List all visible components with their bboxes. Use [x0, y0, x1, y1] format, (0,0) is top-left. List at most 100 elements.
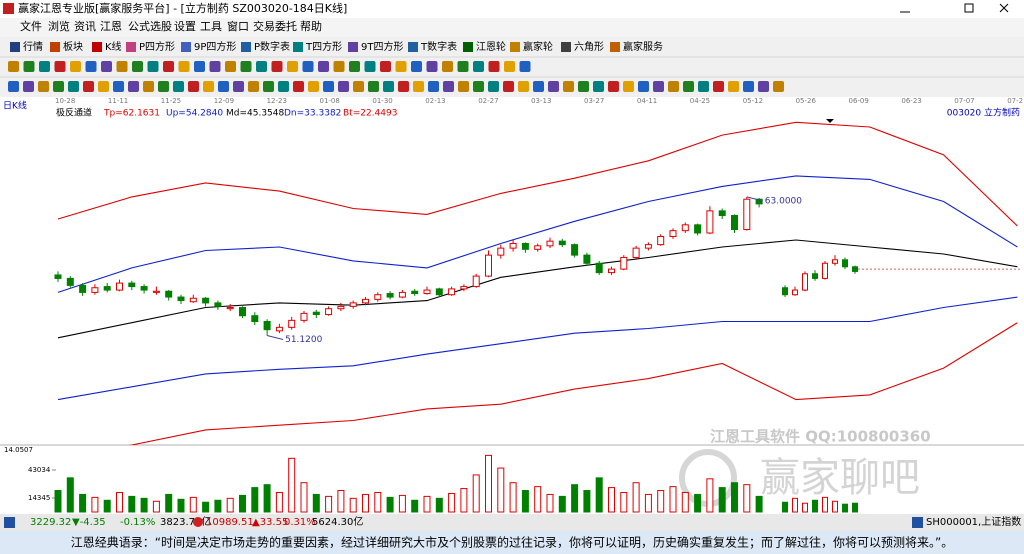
menu-item[interactable]: 窗口	[227, 19, 249, 33]
toolbar-icon[interactable]	[548, 81, 559, 92]
toolbar-icon[interactable]	[563, 81, 574, 92]
toolbar-icon[interactable]	[23, 81, 34, 92]
toolbar-icon[interactable]	[23, 61, 35, 72]
toolbar-button[interactable]: K线	[105, 40, 122, 53]
toolbar-icon[interactable]	[473, 61, 484, 72]
toolbar-icon[interactable]	[353, 81, 364, 92]
toolbar-icon[interactable]	[241, 42, 251, 52]
toolbar-icon[interactable]	[113, 81, 124, 92]
toolbar-icon[interactable]	[98, 81, 109, 92]
toolbar-icon[interactable]	[458, 81, 469, 92]
toolbar-icon[interactable]	[116, 61, 128, 72]
toolbar-icon[interactable]	[561, 42, 571, 52]
menu-item[interactable]: 工具	[200, 20, 222, 33]
toolbar-icon[interactable]	[380, 61, 391, 72]
toolbar-icon[interactable]	[510, 42, 520, 52]
toolbar-button[interactable]: 江恩轮	[476, 40, 506, 53]
toolbar-icon[interactable]	[443, 81, 454, 92]
toolbar-icon[interactable]	[143, 81, 154, 92]
close[interactable]	[999, 3, 1009, 13]
toolbar-icon[interactable]	[188, 81, 199, 92]
menu-item[interactable]: 江恩	[100, 20, 122, 33]
menu-item[interactable]: 帮助	[300, 19, 322, 33]
toolbar-icon[interactable]	[173, 81, 184, 92]
toolbar-icon[interactable]	[318, 61, 329, 72]
toolbar-button[interactable]: P四方形	[139, 40, 175, 53]
toolbar-icon[interactable]	[8, 61, 19, 72]
toolbar-icon[interactable]	[147, 61, 159, 72]
toolbar-icon[interactable]	[263, 81, 274, 92]
toolbar-icon[interactable]	[70, 61, 81, 72]
toolbar-icon[interactable]	[442, 61, 453, 72]
toolbar-icon[interactable]	[293, 81, 304, 92]
toolbar-icon[interactable]	[10, 42, 20, 52]
toolbar-icon[interactable]	[338, 81, 349, 92]
maximize[interactable]	[964, 3, 974, 13]
toolbar-icon[interactable]	[293, 42, 303, 52]
toolbar-icon[interactable]	[163, 61, 174, 72]
toolbar-icon[interactable]	[38, 81, 49, 92]
toolbar-icon[interactable]	[132, 61, 143, 72]
toolbar-icon[interactable]	[773, 81, 784, 92]
menu-item[interactable]: 交易委托	[253, 19, 297, 33]
toolbar-icon[interactable]	[348, 42, 358, 52]
toolbar-icon[interactable]	[256, 61, 267, 72]
toolbar-icon[interactable]	[728, 81, 739, 92]
menu-item[interactable]: 公式选股	[128, 20, 172, 33]
toolbar-icon[interactable]	[743, 81, 754, 92]
toolbar-icon[interactable]	[101, 61, 112, 72]
toolbar-icon[interactable]	[408, 42, 418, 52]
toolbar-icon[interactable]	[54, 61, 66, 72]
toolbar-icon[interactable]	[308, 81, 319, 92]
toolbar-icon[interactable]	[473, 81, 484, 92]
toolbar-icon[interactable]	[302, 61, 314, 72]
toolbar-icon[interactable]	[92, 42, 102, 52]
toolbar-icon[interactable]	[504, 61, 515, 72]
toolbar-icon[interactable]	[271, 61, 283, 72]
toolbar-icon[interactable]	[287, 61, 298, 72]
toolbar-icon[interactable]	[578, 81, 589, 92]
toolbar-button[interactable]: T数字表	[420, 40, 457, 53]
toolbar-icon[interactable]	[503, 81, 514, 92]
toolbar-icon[interactable]	[608, 81, 619, 92]
toolbar-icon[interactable]	[233, 81, 244, 92]
toolbar-icon[interactable]	[488, 61, 500, 72]
toolbar-icon[interactable]	[463, 42, 473, 52]
toolbar-button[interactable]: T四方形	[305, 40, 342, 53]
toolbar-icon[interactable]	[668, 81, 679, 92]
toolbar-icon[interactable]	[457, 61, 469, 72]
toolbar-icon[interactable]	[638, 81, 649, 92]
toolbar-icon[interactable]	[323, 81, 334, 92]
toolbar-button[interactable]: P数字表	[254, 40, 290, 53]
toolbar-icon[interactable]	[349, 61, 360, 72]
toolbar-icon[interactable]	[533, 81, 544, 92]
toolbar-button[interactable]: 行情	[23, 40, 43, 53]
toolbar-icon[interactable]	[488, 81, 499, 92]
toolbar-icon[interactable]	[83, 81, 94, 92]
toolbar-icon[interactable]	[225, 61, 236, 72]
toolbar-icon[interactable]	[519, 61, 531, 72]
toolbar-icon[interactable]	[713, 81, 724, 92]
toolbar-icon[interactable]	[158, 81, 169, 92]
toolbar-icon[interactable]	[368, 81, 379, 92]
menu-item[interactable]: 文件	[20, 19, 42, 33]
toolbar-icon[interactable]	[758, 81, 769, 92]
toolbar-icon[interactable]	[278, 81, 289, 92]
toolbar-icon[interactable]	[68, 81, 79, 92]
toolbar-icon[interactable]	[426, 61, 438, 72]
toolbar-button[interactable]: 9T四方形	[361, 40, 403, 53]
menu-item[interactable]: 浏览	[48, 19, 70, 33]
toolbar-button[interactable]: 赢家轮	[523, 40, 553, 53]
toolbar-icon[interactable]	[209, 61, 221, 72]
toolbar-icon[interactable]	[653, 81, 664, 92]
toolbar-button[interactable]: 六角形	[574, 41, 604, 53]
toolbar-icon[interactable]	[698, 81, 709, 92]
toolbar-icon[interactable]	[39, 61, 50, 72]
toolbar-icon[interactable]	[398, 81, 409, 92]
toolbar-icon[interactable]	[428, 81, 439, 92]
toolbar-icon[interactable]	[364, 61, 376, 72]
toolbar-icon[interactable]	[178, 61, 190, 72]
toolbar-icon[interactable]	[518, 81, 529, 92]
toolbar-icon[interactable]	[413, 81, 424, 92]
toolbar-icon[interactable]	[181, 42, 191, 52]
